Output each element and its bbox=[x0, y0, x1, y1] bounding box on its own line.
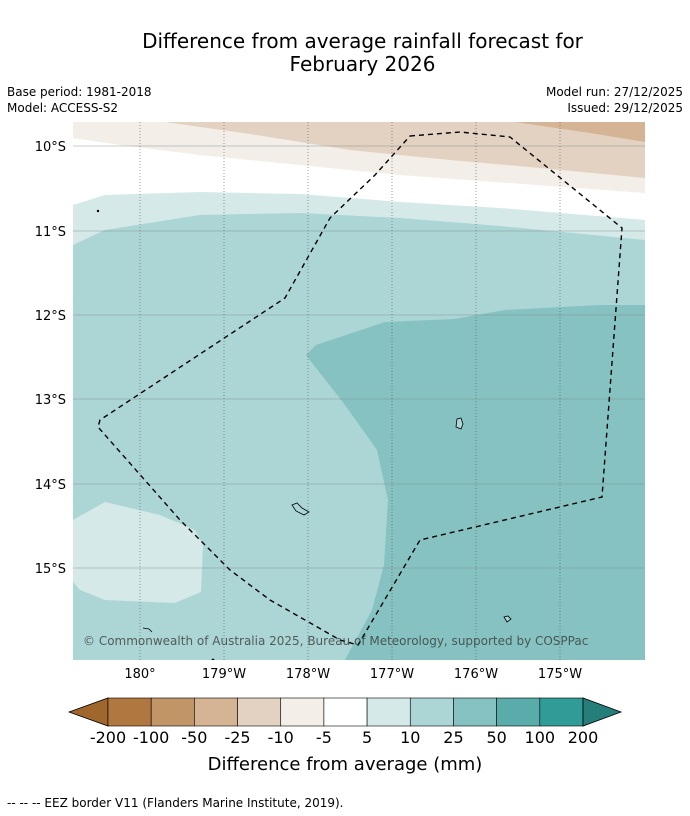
island-east bbox=[455, 417, 464, 430]
colorbar-segment bbox=[194, 697, 238, 727]
colorbar-segment bbox=[323, 697, 368, 727]
colorbar-segment bbox=[409, 697, 454, 727]
colorbar-tick-label: -200 bbox=[90, 728, 126, 747]
island-northwest bbox=[96, 209, 100, 213]
model-name: Model: ACCESS-S2 bbox=[7, 101, 119, 115]
colorbar-tick-label: -25 bbox=[224, 728, 250, 747]
base-period: Base period: 1981-2018 bbox=[7, 85, 152, 99]
lat-label-11s: 11°S bbox=[35, 225, 66, 240]
colorbar-segment bbox=[366, 697, 411, 727]
colorbar-tick-label: 100 bbox=[525, 728, 556, 747]
meta-left: Base period: 1981-2018 Model: ACCESS-S2 bbox=[7, 84, 152, 116]
lon-label-176w: 176°W bbox=[454, 667, 498, 682]
colorbar-tick-label: -10 bbox=[268, 728, 294, 747]
colorbar-segment bbox=[237, 697, 282, 727]
lon-label-178w: 178°W bbox=[286, 667, 330, 682]
colorbar-tick-label: -100 bbox=[133, 728, 169, 747]
island-south bbox=[503, 615, 512, 623]
contour-wet-25-50 bbox=[306, 305, 645, 660]
island-central bbox=[291, 502, 310, 516]
lon-label-179w: 179°W bbox=[202, 667, 246, 682]
colorbar: -200 -100 -50 -25 -10 -5 5 10 25 50 100 200 bbox=[67, 697, 623, 747]
colorbar-tick-label: -5 bbox=[316, 728, 332, 747]
colorbar-tick-label: 25 bbox=[443, 728, 463, 747]
island-southwest bbox=[142, 627, 153, 633]
lon-label-175w: 175°W bbox=[538, 667, 582, 682]
lat-label-15s: 15°S bbox=[35, 562, 66, 577]
islands bbox=[96, 209, 512, 660]
model-run: Model run: 27/12/2025 bbox=[545, 85, 683, 99]
colorbar-tick-label: 200 bbox=[568, 728, 599, 747]
colorbar-tick-label: 5 bbox=[362, 728, 372, 747]
colorbar-tick-label: 50 bbox=[486, 728, 506, 747]
latitude-labels: 10°S 11°S 12°S 13°S 14°S 15°S bbox=[35, 140, 66, 577]
colorbar-segment bbox=[107, 697, 152, 727]
colorbar-tick-label: 10 bbox=[400, 728, 420, 747]
colorbar-segment bbox=[453, 697, 497, 727]
colorbar-title: Difference from average (mm) bbox=[208, 754, 483, 775]
colorbar-tick-label: -50 bbox=[181, 728, 207, 747]
colorbar-segment bbox=[150, 697, 195, 727]
title-line-1: Difference from average rainfall forecas… bbox=[142, 29, 583, 53]
eez-footnote: -- -- -- EEZ border V11 (Flanders Marine… bbox=[7, 796, 344, 810]
lon-label-177w: 177°W bbox=[370, 667, 414, 682]
title-line-2: February 2026 bbox=[289, 52, 436, 76]
issued-date: Issued: 29/12/2025 bbox=[567, 101, 683, 115]
contour-dry-medium bbox=[165, 122, 645, 178]
copyright-text: © Commonwealth of Australia 2025, Bureau… bbox=[83, 634, 588, 648]
lat-label-10s: 10°S bbox=[35, 140, 66, 155]
rainfall-map: © Commonwealth of Australia 2025, Bureau… bbox=[73, 122, 645, 660]
lat-label-14s: 14°S bbox=[35, 478, 66, 493]
longitude-labels: 180° 179°W 178°W 177°W 176°W 175°W bbox=[124, 667, 582, 682]
colorbar-extend-low bbox=[67, 697, 109, 727]
contour-wet-5-10-pocket bbox=[73, 502, 203, 603]
map-title: Difference from average rainfall forecas… bbox=[0, 30, 690, 76]
meta-right: Model run: 27/12/2025 Issued: 29/12/2025 bbox=[546, 84, 683, 116]
lat-label-12s: 12°S bbox=[35, 309, 66, 324]
colorbar-segment bbox=[280, 697, 325, 727]
eez-border bbox=[97, 131, 623, 646]
island-bottom bbox=[211, 658, 215, 660]
contour-dry-strong bbox=[515, 122, 645, 142]
lat-gridlines bbox=[73, 145, 645, 569]
colorbar-segment bbox=[539, 697, 584, 727]
lon-label-180: 180° bbox=[124, 667, 155, 682]
colorbar-extend-high bbox=[582, 697, 623, 727]
colorbar-segment bbox=[496, 697, 541, 727]
lat-label-13s: 13°S bbox=[35, 393, 66, 408]
